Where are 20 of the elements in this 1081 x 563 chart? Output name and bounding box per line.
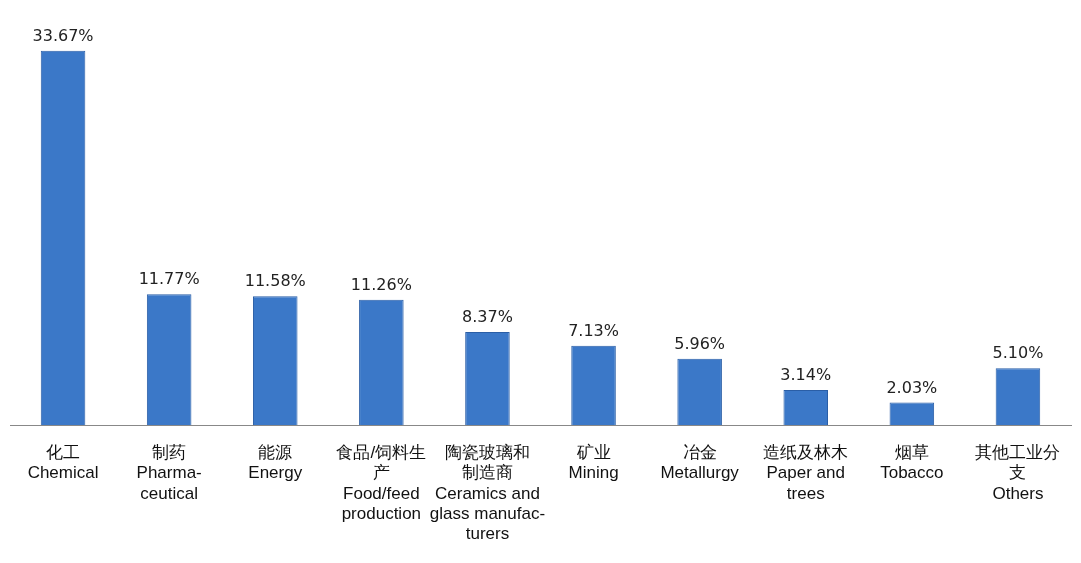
x-tick-label: 其他工业分支 Others	[975, 442, 1061, 503]
data-label: 33.67%	[32, 25, 94, 45]
x-tick-label: 能源 Energy	[248, 442, 303, 483]
data-label: 2.03%	[886, 377, 938, 397]
x-tick-label: 烟草 Tobacco	[880, 442, 944, 483]
x-tick-label: 陶瓷玻璃和制造商 Ceramics and glass manufac- turers	[429, 442, 546, 544]
data-label: 8.37%	[462, 307, 513, 327]
data-label: 7.13%	[568, 320, 619, 340]
data-label: 11.26%	[350, 275, 412, 295]
x-tick-label: 食品/饲料生产 Food/feed production	[336, 442, 427, 524]
data-label: 5.10%	[992, 343, 1044, 363]
data-label: 11.58%	[244, 271, 306, 291]
data-label: 5.96%	[674, 333, 726, 353]
data-label: 11.77%	[138, 269, 200, 289]
x-tick-label: 制药 Pharma- ceutical	[136, 442, 202, 503]
x-tick-label: 矿业 Mining	[568, 442, 619, 483]
x-tick-label: 造纸及林木 Paper and trees	[763, 442, 849, 503]
x-tick-label: 冶金 Metallurgy	[660, 442, 740, 483]
data-label: 3.14%	[780, 365, 832, 385]
x-tick-label: 化工 Chemical	[27, 442, 99, 483]
